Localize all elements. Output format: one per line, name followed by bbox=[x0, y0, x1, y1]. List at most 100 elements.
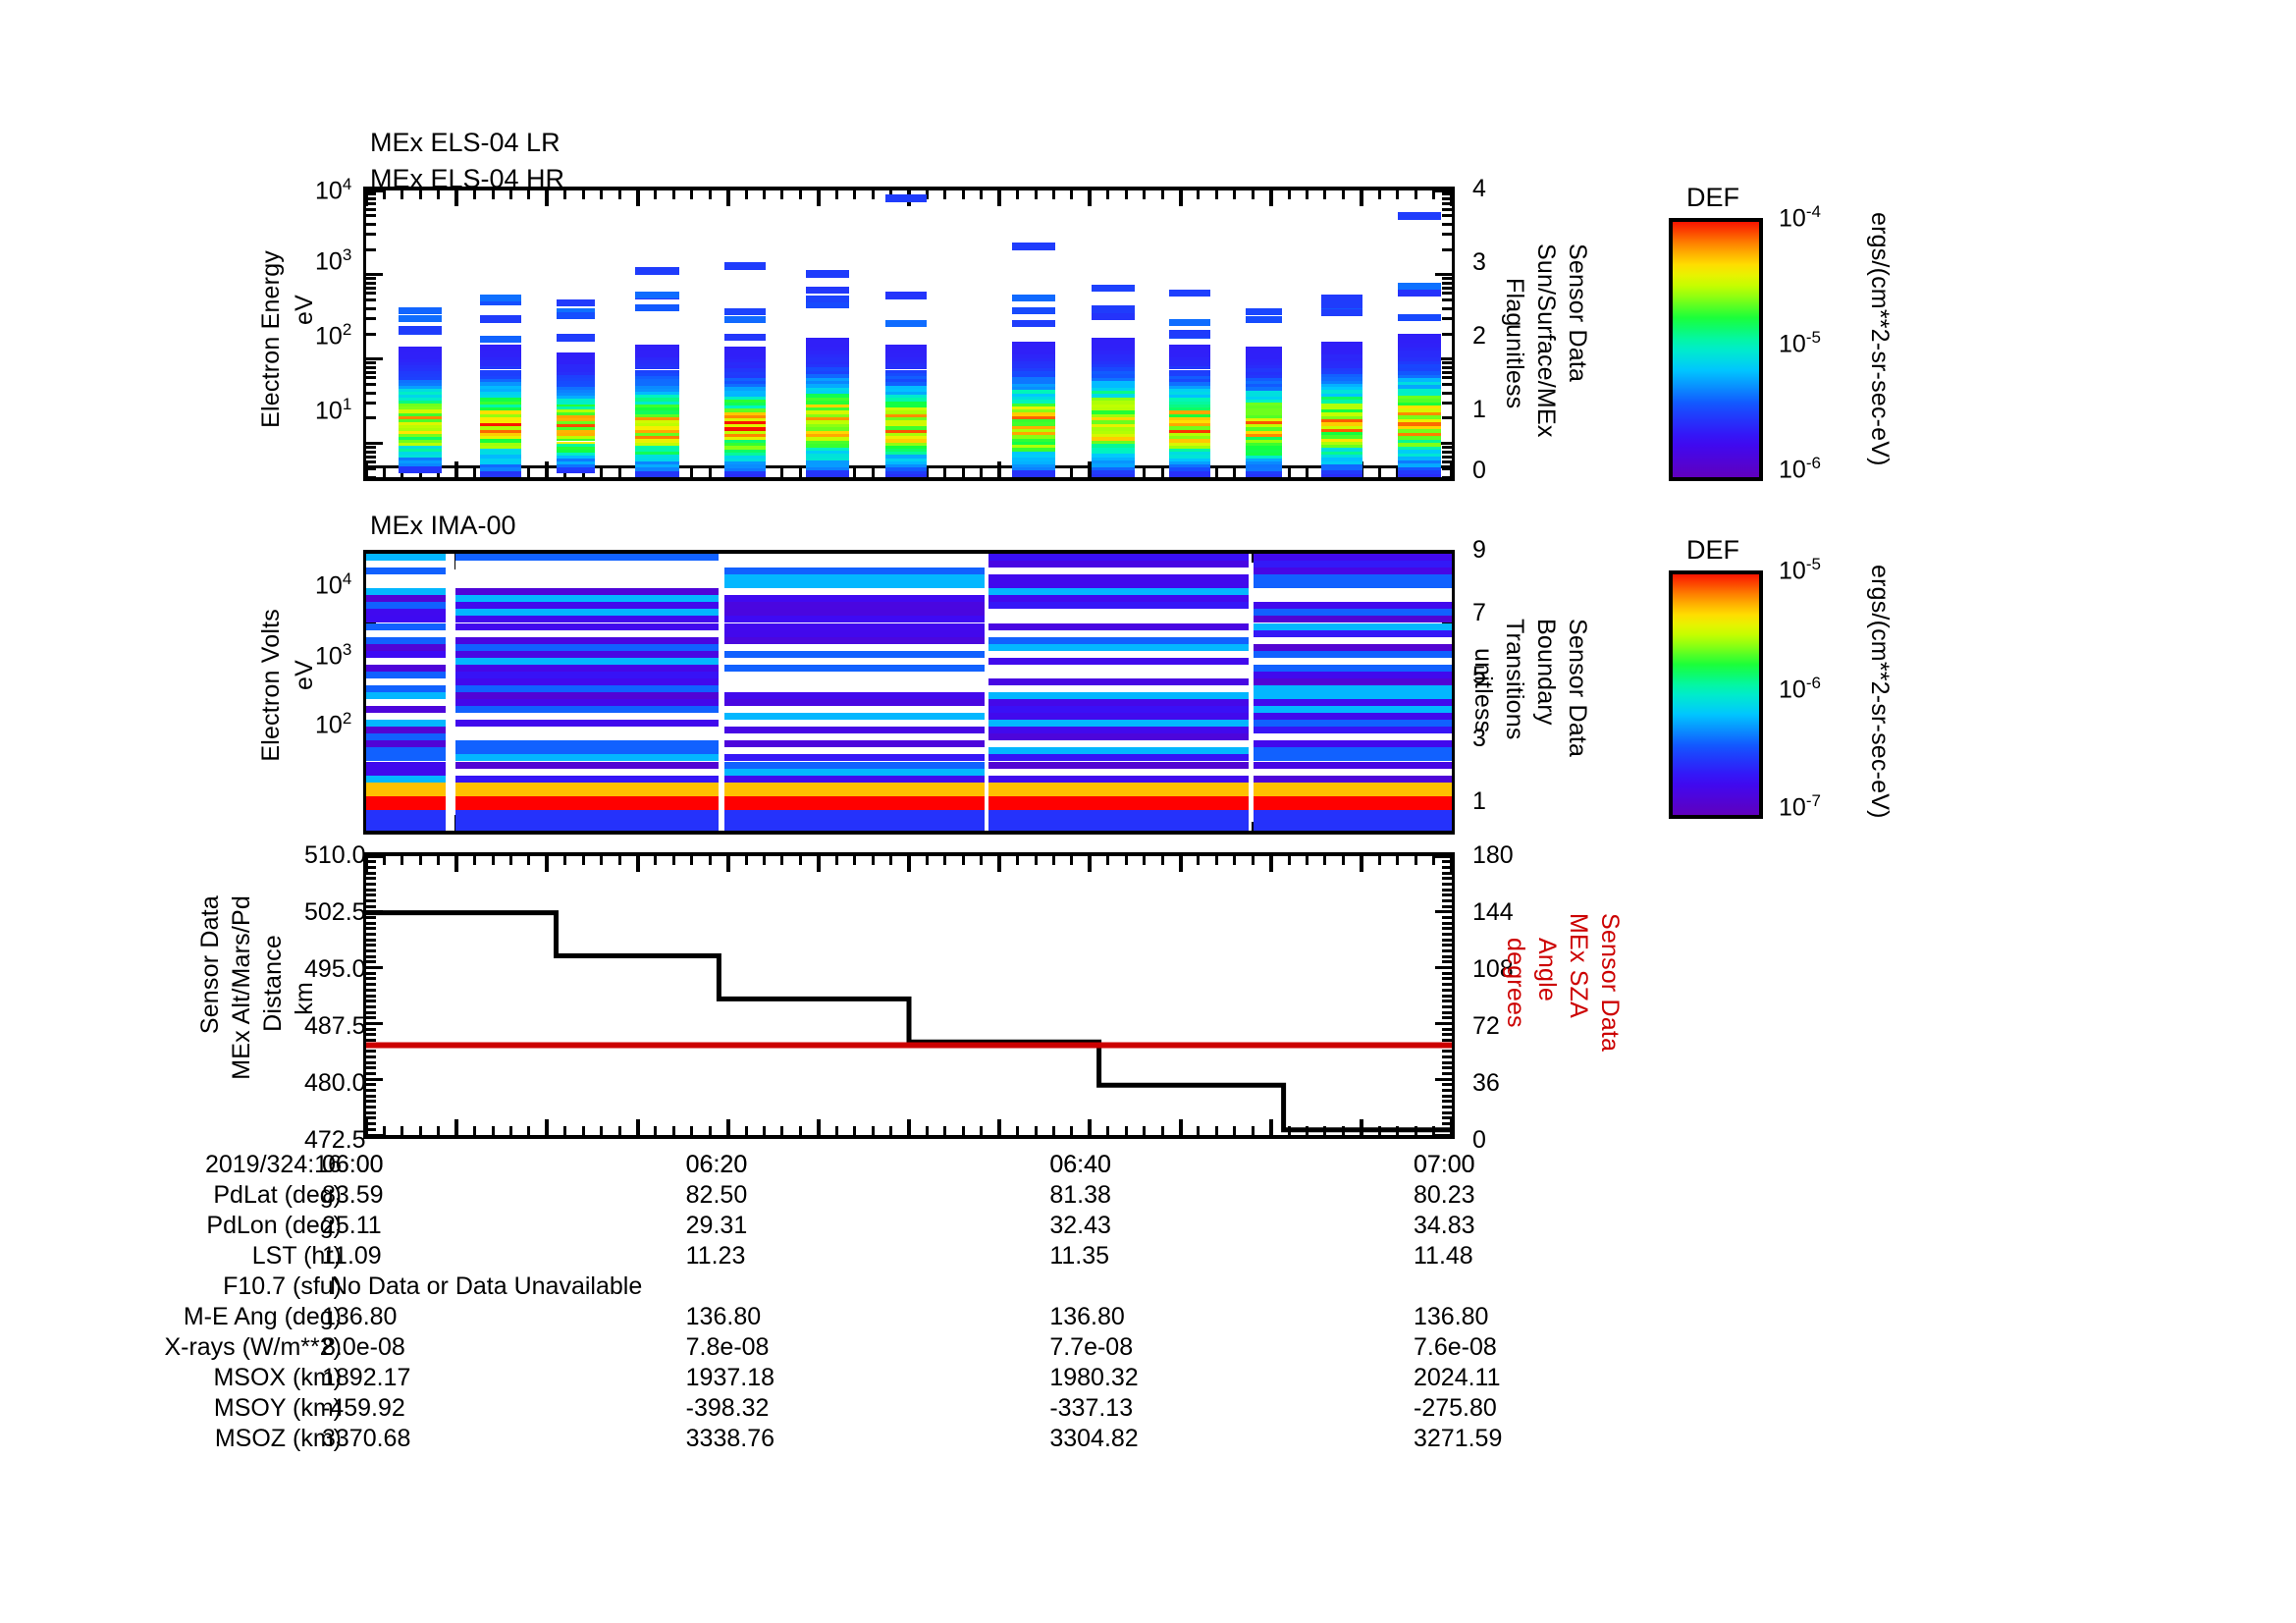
spectrogram-bin bbox=[1091, 397, 1136, 402]
x-axis-minor-tick bbox=[617, 468, 621, 477]
x-axis-minor-tick bbox=[834, 856, 838, 865]
spectrogram-bin bbox=[556, 432, 596, 436]
x-axis-minor-tick bbox=[708, 1126, 712, 1135]
spectrogram-bin bbox=[635, 344, 679, 348]
ima-segment bbox=[1253, 554, 1452, 831]
x-axis-minor-tick bbox=[563, 1126, 567, 1135]
panel2-plot-area[interactable] bbox=[363, 550, 1455, 835]
x-axis-minor-tick bbox=[1251, 554, 1255, 563]
spectrogram-bin bbox=[556, 381, 596, 385]
x-axis-minor-tick bbox=[943, 856, 947, 865]
x-axis-minor-tick bbox=[454, 1126, 458, 1135]
ima-energy-bin bbox=[723, 677, 986, 685]
spectrogram-bin bbox=[1245, 452, 1283, 456]
x-axis-minor-tick bbox=[763, 1126, 767, 1135]
panel1-ytick-1e4-base: 10 bbox=[315, 177, 343, 205]
table-row-label: MSOZ (km) bbox=[214, 1425, 342, 1452]
spectrogram-bin bbox=[1321, 455, 1363, 459]
x-axis-minor-tick bbox=[1251, 1126, 1255, 1135]
panel3-plot-area[interactable] bbox=[363, 852, 1455, 1139]
spectrogram-bin bbox=[399, 367, 443, 371]
spectrogram-bin bbox=[635, 445, 679, 449]
x-axis-minor-tick bbox=[1197, 190, 1201, 199]
spectrogram-bin bbox=[1321, 352, 1363, 355]
panel1-ytick-1e1: 101 bbox=[315, 395, 351, 425]
x-axis-minor-tick bbox=[1360, 190, 1363, 199]
spectrogram-bin bbox=[399, 386, 443, 390]
ima-energy-bin bbox=[723, 816, 986, 824]
ima-energy-bin bbox=[723, 699, 986, 707]
axis-minor-tick bbox=[366, 475, 376, 477]
spectrogram-bin bbox=[1012, 441, 1056, 446]
panel2-right-axis-label-3-text: Transitions bbox=[1500, 619, 1528, 740]
spectrogram-bin bbox=[1091, 363, 1136, 368]
axis-minor-tick bbox=[366, 1083, 376, 1087]
x-axis-tick-label: 07:00 bbox=[1414, 1151, 1475, 1178]
ima-energy-bin bbox=[988, 602, 1250, 610]
spectrogram-bin bbox=[1091, 470, 1136, 474]
spectrogram-bin bbox=[1091, 423, 1136, 428]
ima-energy-bin bbox=[366, 616, 446, 623]
table-cell: 3304.82 bbox=[1049, 1425, 1139, 1452]
spectrogram-bin bbox=[805, 406, 850, 411]
ima-energy-bin bbox=[988, 622, 1250, 630]
spectrogram-bin bbox=[723, 455, 766, 460]
ima-energy-bin bbox=[454, 692, 720, 700]
axis-minor-tick bbox=[366, 865, 376, 869]
axis-minor-tick bbox=[366, 871, 376, 875]
panel1-plot-area[interactable] bbox=[363, 187, 1455, 481]
table-cell: 1892.17 bbox=[322, 1364, 411, 1391]
spectrogram-bin bbox=[1245, 470, 1283, 474]
x-axis-minor-tick bbox=[1160, 190, 1164, 199]
ima-energy-bin bbox=[723, 740, 986, 748]
spectrogram-bin bbox=[805, 413, 850, 418]
spectrogram-sparse-hit bbox=[1012, 307, 1056, 315]
panel3-y-axis-label-2-text: MEx Alt/Mars/Pd bbox=[228, 895, 255, 1080]
axis-minor-tick bbox=[366, 1000, 376, 1003]
ima-energy-bin bbox=[1253, 664, 1452, 672]
panel1-right-axis-label-1-text: Sensor Data bbox=[1563, 243, 1591, 383]
spectrogram-bin bbox=[723, 358, 766, 363]
spectrogram-bin bbox=[805, 434, 850, 438]
ima-energy-bin bbox=[988, 733, 1250, 741]
spectrogram-bin bbox=[1397, 460, 1441, 464]
spectrogram-bin bbox=[480, 351, 522, 354]
x-axis-minor-tick bbox=[961, 190, 965, 199]
spectrogram-bin bbox=[1012, 397, 1056, 401]
spectrogram-bin bbox=[884, 423, 927, 427]
spectrogram-bin bbox=[1012, 342, 1056, 346]
axis-minor-tick bbox=[366, 365, 376, 369]
axis-minor-tick bbox=[1442, 1106, 1452, 1109]
panel1-ytick-1e2: 102 bbox=[315, 320, 351, 351]
spectrogram-bin bbox=[480, 410, 522, 414]
ima-energy-bin bbox=[366, 733, 446, 741]
x-axis-minor-tick bbox=[581, 856, 585, 865]
spectrogram-bin bbox=[1012, 354, 1056, 358]
x-axis-minor-tick bbox=[871, 856, 875, 865]
spectrogram-bin bbox=[1397, 385, 1441, 389]
spectrogram-bin bbox=[1091, 420, 1136, 424]
spectrogram-bin bbox=[480, 449, 522, 453]
panel3-right-axis-label-3: Angle bbox=[1532, 938, 1561, 1001]
spectrogram-sparse-hit bbox=[884, 193, 927, 202]
spectrogram-bin bbox=[884, 351, 927, 354]
spectrogram-bin bbox=[399, 412, 443, 416]
x-axis-minor-tick bbox=[654, 1126, 658, 1135]
ima-energy-bin bbox=[723, 713, 986, 721]
x-axis-minor-tick bbox=[418, 190, 422, 199]
x-axis-minor-tick bbox=[600, 468, 604, 477]
ima-energy-bin bbox=[988, 664, 1250, 672]
panel2-right-axis-label-2: Boundary bbox=[1531, 619, 1560, 726]
x-axis-minor-tick bbox=[563, 856, 567, 865]
spectrogram-bin bbox=[556, 456, 596, 459]
axis-minor-tick bbox=[1442, 994, 1452, 998]
x-axis-minor-tick bbox=[508, 856, 512, 865]
ima-energy-bin bbox=[454, 761, 720, 769]
ima-energy-bin bbox=[988, 677, 1250, 685]
spectrogram-bin bbox=[1397, 340, 1441, 345]
spectrogram-bin bbox=[1245, 377, 1283, 382]
axis-minor-tick bbox=[366, 1089, 376, 1093]
spectrogram-bin bbox=[480, 407, 522, 411]
spectrogram-bin bbox=[1012, 360, 1056, 365]
ima-energy-bin bbox=[723, 684, 986, 692]
